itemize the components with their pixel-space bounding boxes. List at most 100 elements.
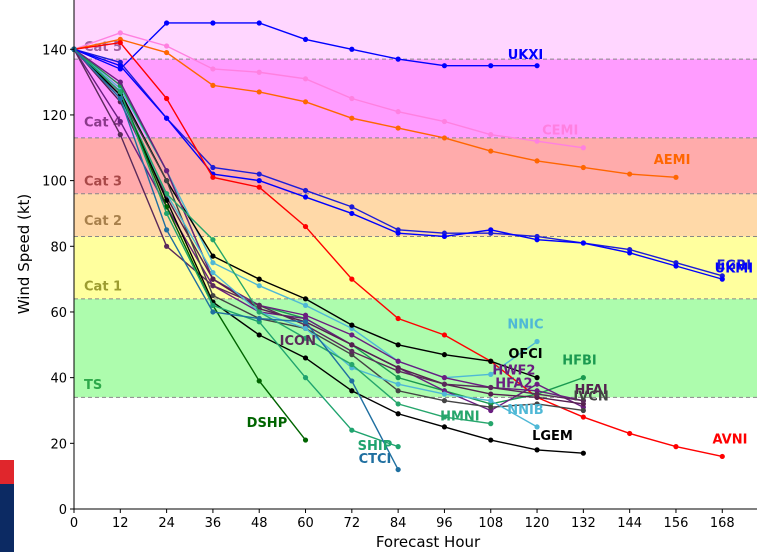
point-cemi-108 (488, 132, 494, 138)
y-tick-label-60: 60 (50, 306, 67, 321)
y-tick-label-20: 20 (50, 437, 67, 452)
x-tick-label-48: 48 (251, 516, 268, 531)
point-hfai-36 (210, 276, 216, 282)
point-ukmi-60 (302, 194, 309, 200)
point-ukmi-132 (580, 240, 586, 246)
point-hmni-96 (441, 414, 448, 420)
series-line-hmni (73, 48, 491, 425)
point-aemi-24 (164, 49, 170, 56)
series-label-hfbi: HFBI (562, 354, 597, 369)
y-axis-label: Wind Speed (kt) (15, 194, 33, 315)
band-cat-5 (74, 0, 757, 60)
point-icon-48 (256, 302, 262, 308)
series-label-hwf2: HWF2 (492, 363, 535, 378)
point-icon-12 (117, 132, 123, 138)
point-nnic-36 (210, 260, 216, 266)
point-ukmi-144 (627, 250, 633, 256)
point-ukmi-108 (488, 227, 494, 233)
point-hfai-72 (349, 342, 355, 348)
point-cemi-72 (349, 95, 355, 102)
point-avni-168 (719, 453, 725, 460)
point-hmni-108 (488, 421, 494, 427)
series-line-lgem (73, 48, 584, 454)
point-ctci-48 (256, 315, 262, 322)
point-ukmi-72 (349, 210, 355, 217)
band-cat-1 (74, 236, 757, 299)
left-edge-navy-strip (0, 484, 14, 552)
point-egri-36 (210, 164, 216, 171)
point-ukmi-120 (534, 237, 540, 243)
point-ivcn-96 (441, 398, 448, 404)
point-icon-24 (164, 243, 170, 249)
x-tick-label-24: 24 (158, 516, 175, 531)
series-ctci (71, 46, 401, 473)
point-nnic-48 (256, 283, 262, 289)
series-label-hfa2: HFA2 (495, 376, 532, 391)
point-hwf2-84 (395, 358, 401, 364)
point-ukmi-168 (719, 276, 725, 282)
x-tick-label-144: 144 (617, 516, 642, 531)
point-icon-84 (395, 368, 401, 374)
point-aemi-144 (627, 171, 633, 177)
point-hmni-36 (210, 237, 216, 243)
point-nnic-108 (488, 371, 494, 377)
point-ctci-60 (302, 319, 309, 325)
x-tick-label-156: 156 (664, 516, 689, 531)
point-icon-36 (210, 283, 216, 289)
point-icon-120 (534, 391, 540, 397)
point-hmni-60 (302, 335, 309, 341)
point-ukxi-36 (210, 20, 216, 26)
point-avni-36 (210, 174, 216, 180)
point-nnib-120 (534, 424, 540, 430)
point-ivcn-84 (395, 388, 401, 394)
point-icon-96 (441, 381, 448, 387)
point-dshp-48 (256, 378, 262, 384)
point-cemi-84 (395, 109, 401, 115)
point-ship-72 (349, 427, 355, 433)
point-lgem-84 (395, 411, 401, 417)
y-tick-label-80: 80 (50, 240, 67, 255)
point-ukxi-108 (488, 63, 494, 69)
point-avni-12 (117, 40, 123, 46)
series-label-aemi: AEMI (654, 153, 691, 168)
series-line-ship (73, 48, 399, 448)
point-avni-132 (580, 414, 586, 420)
point-hmni-72 (349, 361, 355, 368)
series-label-egri: EGRI (717, 258, 751, 273)
point-ukxi-72 (349, 46, 355, 52)
point-nnib-108 (488, 398, 494, 404)
point-ofci-48 (256, 276, 262, 282)
point-ukmi-24 (164, 115, 170, 121)
x-tick-label-132: 132 (571, 516, 596, 531)
point-aemi-156 (673, 174, 679, 180)
point-hfbi-132 (580, 375, 586, 381)
point-aemi-72 (349, 115, 355, 121)
point-ship-60 (302, 375, 309, 381)
band-label-cat-2: Cat 2 (84, 214, 122, 229)
series-label-ctci: CTCI (359, 452, 392, 467)
point-nnib-96 (441, 391, 448, 397)
point-egri-60 (302, 187, 309, 194)
point-cemi-24 (164, 43, 170, 49)
band-label-ts: TS (84, 378, 102, 393)
series-label-nnib: NNIB (507, 403, 544, 418)
point-aemi-48 (256, 89, 262, 95)
series-label-avni: AVNI (713, 432, 748, 447)
x-tick-label-108: 108 (478, 516, 503, 531)
point-ofci-36 (210, 253, 216, 259)
series-label-ofci: OFCI (508, 347, 542, 362)
point-ukxi-48 (256, 20, 262, 26)
point-cemi-60 (302, 76, 309, 82)
point-egri-72 (349, 204, 355, 210)
point-hmni-84 (395, 401, 401, 407)
series-label-hfai: HFAI (574, 383, 607, 398)
x-tick-label-12: 12 (112, 516, 129, 531)
point-avni-48 (256, 184, 262, 190)
point-hwf2-96 (441, 375, 448, 381)
series-line-ivcn (73, 48, 584, 412)
point-hfa2-12 (117, 118, 123, 125)
point-ofci-108 (488, 358, 494, 364)
x-tick-label-168: 168 (710, 516, 735, 531)
point-avni-60 (302, 223, 309, 230)
point-ofci-60 (302, 296, 309, 302)
